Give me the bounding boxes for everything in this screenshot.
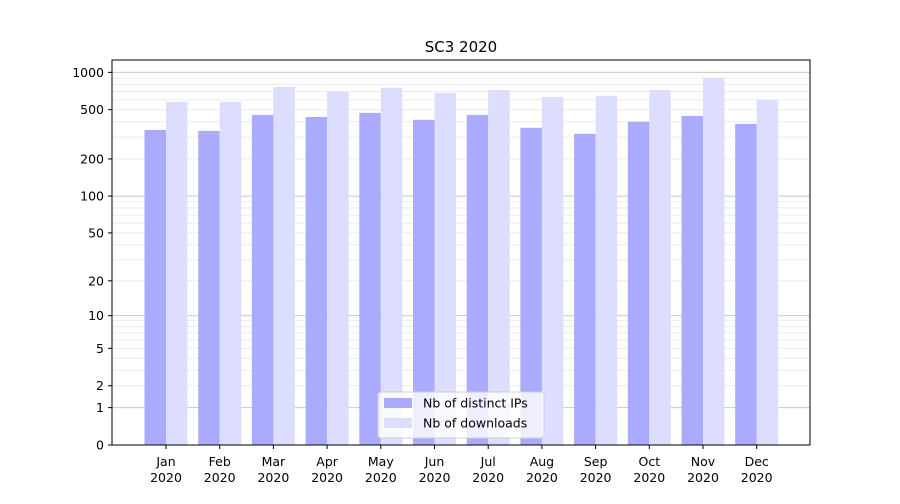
y-tick-label: 1 xyxy=(96,400,104,415)
legend-label: Nb of downloads xyxy=(423,416,527,431)
x-tick-label: Jan xyxy=(155,454,175,469)
bar-distinct-ips xyxy=(735,123,757,446)
x-tick-label: 2020 xyxy=(365,470,397,485)
bar-downloads xyxy=(166,101,188,446)
x-tick-label: May xyxy=(368,454,394,469)
x-tick-label: Mar xyxy=(262,454,286,469)
y-tick-label: 200 xyxy=(80,151,104,166)
bar-distinct-ips xyxy=(359,112,381,446)
bar-distinct-ips xyxy=(681,115,703,446)
legend-box xyxy=(377,391,545,439)
bar-distinct-ips xyxy=(574,133,596,446)
x-tick-label: Feb xyxy=(209,454,231,469)
bar-downloads xyxy=(380,87,403,445)
bar-downloads xyxy=(756,99,779,445)
x-tick-label: 2020 xyxy=(257,470,289,485)
x-tick-label: Nov xyxy=(691,454,716,469)
y-tick-label: 0 xyxy=(96,438,104,453)
x-tick-label: Dec xyxy=(745,454,769,469)
bar-downloads xyxy=(541,96,564,445)
x-tick-label: 2020 xyxy=(526,470,558,485)
y-tick-label: 100 xyxy=(80,189,104,204)
y-tick-label: 10 xyxy=(88,308,104,323)
y-tick-label: 2 xyxy=(96,378,104,393)
bar-distinct-ips xyxy=(466,114,489,445)
x-tick-label: Jun xyxy=(424,454,445,469)
legend-swatch xyxy=(384,418,412,428)
bar-distinct-ips xyxy=(251,114,274,445)
y-tick-label: 50 xyxy=(88,225,104,240)
legend-label: Nb of distinct IPs xyxy=(423,396,528,411)
x-tick-label: 2020 xyxy=(580,470,612,485)
x-tick-label: 2020 xyxy=(150,470,182,485)
x-tick-label: 2020 xyxy=(472,470,504,485)
x-tick-label: Apr xyxy=(316,454,338,469)
bar-distinct-ips xyxy=(520,127,542,445)
x-tick-label: 2020 xyxy=(741,470,773,485)
x-tick-label: 2020 xyxy=(311,470,343,485)
legend-swatch xyxy=(384,398,412,408)
x-tick-label: Aug xyxy=(530,454,554,469)
y-tick-label: 20 xyxy=(88,273,104,288)
x-tick-label: 2020 xyxy=(687,470,719,485)
bar-distinct-ips xyxy=(144,129,166,445)
bar-downloads xyxy=(595,95,618,446)
bar-distinct-ips xyxy=(198,130,220,445)
x-tick-label: Jul xyxy=(480,454,496,469)
chart-title: SC3 2020 xyxy=(425,38,497,56)
axes-frame xyxy=(111,59,811,446)
bar-downloads xyxy=(273,86,295,446)
bar-distinct-ips xyxy=(627,121,650,445)
bar-distinct-ips xyxy=(413,119,435,445)
x-tick-label: 2020 xyxy=(419,470,451,485)
x-tick-label: Oct xyxy=(638,454,660,469)
bar-downloads xyxy=(327,91,349,445)
bar-distinct-ips xyxy=(305,116,328,445)
y-tick-label: 1000 xyxy=(72,65,104,80)
bar-downloads xyxy=(649,89,671,446)
bar-downloads xyxy=(488,89,510,446)
x-tick-label: 2020 xyxy=(633,470,665,485)
y-tick-label: 5 xyxy=(96,341,104,356)
bar-downloads xyxy=(219,101,242,446)
bar-downloads xyxy=(434,92,456,445)
bar-downloads xyxy=(703,77,725,445)
x-tick-label: Sep xyxy=(584,454,608,469)
y-tick-label: 500 xyxy=(80,102,104,117)
x-tick-label: 2020 xyxy=(204,470,236,485)
